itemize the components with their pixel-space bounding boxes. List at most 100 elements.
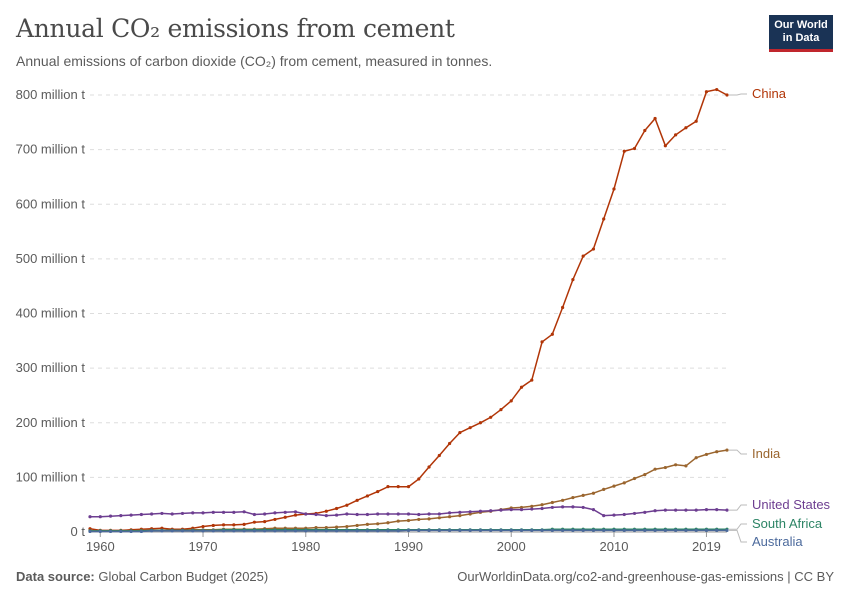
data-point[interactable] <box>612 513 616 517</box>
data-point[interactable] <box>581 505 585 510</box>
data-point[interactable] <box>653 467 657 471</box>
data-point[interactable] <box>540 528 544 532</box>
data-point[interactable] <box>458 528 462 532</box>
data-point[interactable] <box>355 523 359 528</box>
data-point[interactable] <box>663 144 667 148</box>
data-point[interactable] <box>663 508 667 512</box>
data-point[interactable] <box>581 254 585 258</box>
data-point[interactable] <box>540 503 544 507</box>
series-label[interactable]: India <box>752 446 781 461</box>
data-point[interactable] <box>478 528 483 532</box>
data-point[interactable] <box>602 217 606 221</box>
data-point[interactable] <box>427 528 431 532</box>
data-point[interactable] <box>499 508 503 512</box>
data-point[interactable] <box>170 512 174 516</box>
data-point[interactable] <box>530 507 534 511</box>
data-point[interactable] <box>406 512 411 516</box>
data-point[interactable] <box>715 528 719 532</box>
data-point[interactable] <box>468 510 472 514</box>
data-point[interactable] <box>653 528 657 532</box>
data-point[interactable] <box>139 512 143 517</box>
data-point[interactable] <box>540 506 544 511</box>
data-point[interactable] <box>263 512 267 516</box>
series-label[interactable]: United States <box>752 497 831 512</box>
data-point[interactable] <box>273 517 277 522</box>
data-point[interactable] <box>602 487 606 491</box>
data-point[interactable] <box>232 523 236 527</box>
data-point[interactable] <box>622 481 626 485</box>
data-point[interactable] <box>643 128 647 133</box>
series-line[interactable] <box>90 449 728 532</box>
data-point[interactable] <box>632 476 637 481</box>
data-point[interactable] <box>417 528 421 532</box>
data-point[interactable] <box>201 529 205 533</box>
data-point[interactable] <box>365 494 370 498</box>
data-point[interactable] <box>283 529 287 533</box>
data-point[interactable] <box>643 473 647 477</box>
data-point[interactable] <box>437 453 441 458</box>
data-point[interactable] <box>663 528 667 532</box>
data-point[interactable] <box>304 512 308 516</box>
data-point[interactable] <box>612 484 616 488</box>
data-point[interactable] <box>571 278 575 282</box>
data-point[interactable] <box>571 528 575 532</box>
data-point[interactable] <box>396 519 400 523</box>
data-point[interactable] <box>180 511 185 516</box>
data-point[interactable] <box>376 489 380 494</box>
data-point[interactable] <box>561 498 565 502</box>
data-point[interactable] <box>478 509 483 513</box>
data-point[interactable] <box>221 523 226 527</box>
data-point[interactable] <box>725 508 729 512</box>
data-point[interactable] <box>345 512 349 516</box>
data-point[interactable] <box>519 528 524 532</box>
data-point[interactable] <box>221 529 226 533</box>
data-point[interactable] <box>376 512 380 516</box>
data-point[interactable] <box>386 512 390 516</box>
data-point[interactable] <box>622 512 626 517</box>
data-point[interactable] <box>386 529 390 533</box>
data-point[interactable] <box>324 529 328 533</box>
data-point[interactable] <box>550 528 554 532</box>
data-point[interactable] <box>478 421 483 425</box>
data-point[interactable] <box>684 528 688 532</box>
data-point[interactable] <box>365 529 370 533</box>
data-point[interactable] <box>417 512 421 517</box>
data-point[interactable] <box>221 510 226 514</box>
data-point[interactable] <box>242 522 246 526</box>
data-point[interactable] <box>252 512 256 517</box>
data-point[interactable] <box>355 529 359 533</box>
series-label[interactable]: Australia <box>752 534 803 549</box>
data-point[interactable] <box>632 528 637 532</box>
data-point[interactable] <box>437 516 441 520</box>
data-point[interactable] <box>396 529 400 533</box>
data-point[interactable] <box>119 514 123 518</box>
data-point[interactable] <box>602 528 606 532</box>
data-point[interactable] <box>704 90 709 94</box>
data-point[interactable] <box>252 520 256 524</box>
data-point[interactable] <box>334 529 339 533</box>
data-point[interactable] <box>447 528 452 532</box>
data-point[interactable] <box>622 528 626 532</box>
data-point[interactable] <box>509 528 513 532</box>
data-point[interactable] <box>427 517 431 521</box>
data-point[interactable] <box>160 529 164 533</box>
data-point[interactable] <box>334 506 339 511</box>
data-point[interactable] <box>684 508 688 512</box>
data-point[interactable] <box>663 465 667 470</box>
data-point[interactable] <box>88 515 92 519</box>
data-point[interactable] <box>324 509 328 513</box>
data-point[interactable] <box>150 529 154 533</box>
data-point[interactable] <box>108 529 113 534</box>
data-point[interactable] <box>98 529 102 534</box>
data-point[interactable] <box>653 509 657 513</box>
data-point[interactable] <box>694 119 698 123</box>
data-point[interactable] <box>458 514 462 518</box>
data-point[interactable] <box>581 528 585 532</box>
data-point[interactable] <box>242 529 246 533</box>
data-point[interactable] <box>396 512 400 516</box>
data-point[interactable] <box>519 508 524 512</box>
data-point[interactable] <box>540 340 544 344</box>
data-point[interactable] <box>406 518 411 523</box>
data-point[interactable] <box>468 426 472 430</box>
data-point[interactable] <box>191 529 195 533</box>
